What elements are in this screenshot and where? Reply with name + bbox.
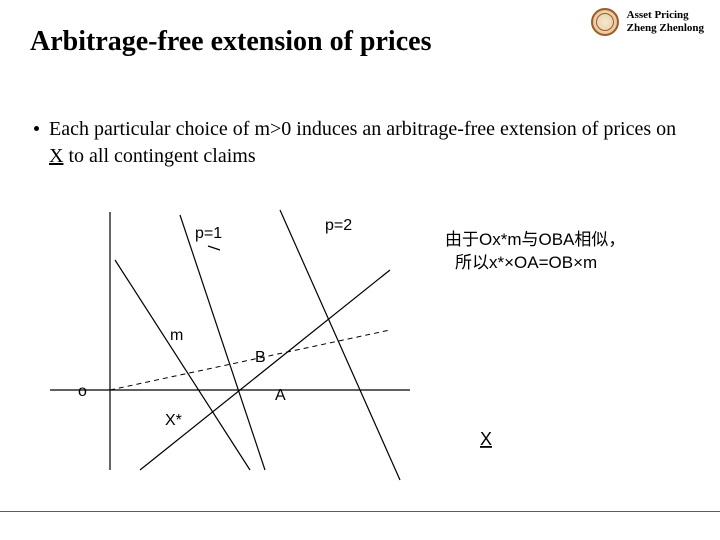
x-direction-line xyxy=(140,270,390,470)
p1-tick xyxy=(208,246,220,250)
bullet-X: X xyxy=(49,145,63,167)
annotation-line1: 由于Ox*m与OBA相似， xyxy=(445,230,625,249)
slide-header: Asset Pricing Zheng Zhenlong xyxy=(591,8,704,36)
label-X-axis: X xyxy=(480,429,492,449)
diagram-svg: p=1 p=2 m B A o X* X 由于Ox*m与OBA相似， 所以x*×… xyxy=(50,200,670,500)
p2-line xyxy=(280,210,400,480)
label-xstar: X* xyxy=(165,412,182,429)
label-B: B xyxy=(255,349,266,366)
bullet-item: Each particular choice of m>0 induces an… xyxy=(34,116,684,170)
label-p1: p=1 xyxy=(195,225,222,242)
label-o: o xyxy=(78,383,87,400)
diagram: p=1 p=2 m B A o X* X 由于Ox*m与OBA相似， 所以x*×… xyxy=(50,200,670,500)
slide: Asset Pricing Zheng Zhenlong Arbitrage-f… xyxy=(0,0,720,540)
bullet-text: Each particular choice of m>0 induces an… xyxy=(49,116,684,170)
bullet-post: to all contingent claims xyxy=(63,145,255,167)
p1-line xyxy=(180,215,265,470)
dashed-oa-line xyxy=(110,330,390,390)
university-seal-icon xyxy=(591,8,619,36)
header-text: Asset Pricing Zheng Zhenlong xyxy=(627,9,704,34)
bullet-dot-icon xyxy=(34,126,39,131)
bullet-pre: Each particular choice of m>0 induces an… xyxy=(49,118,676,140)
label-A: A xyxy=(275,387,286,404)
footer-divider xyxy=(0,511,720,512)
header-line1: Asset Pricing xyxy=(627,9,704,22)
label-m: m xyxy=(170,327,183,344)
slide-title: Arbitrage-free extension of prices xyxy=(30,26,431,58)
annotation-line2: 所以x*×OA=OB×m xyxy=(455,253,597,272)
label-p2: p=2 xyxy=(325,217,352,234)
header-line2: Zheng Zhenlong xyxy=(627,22,704,35)
